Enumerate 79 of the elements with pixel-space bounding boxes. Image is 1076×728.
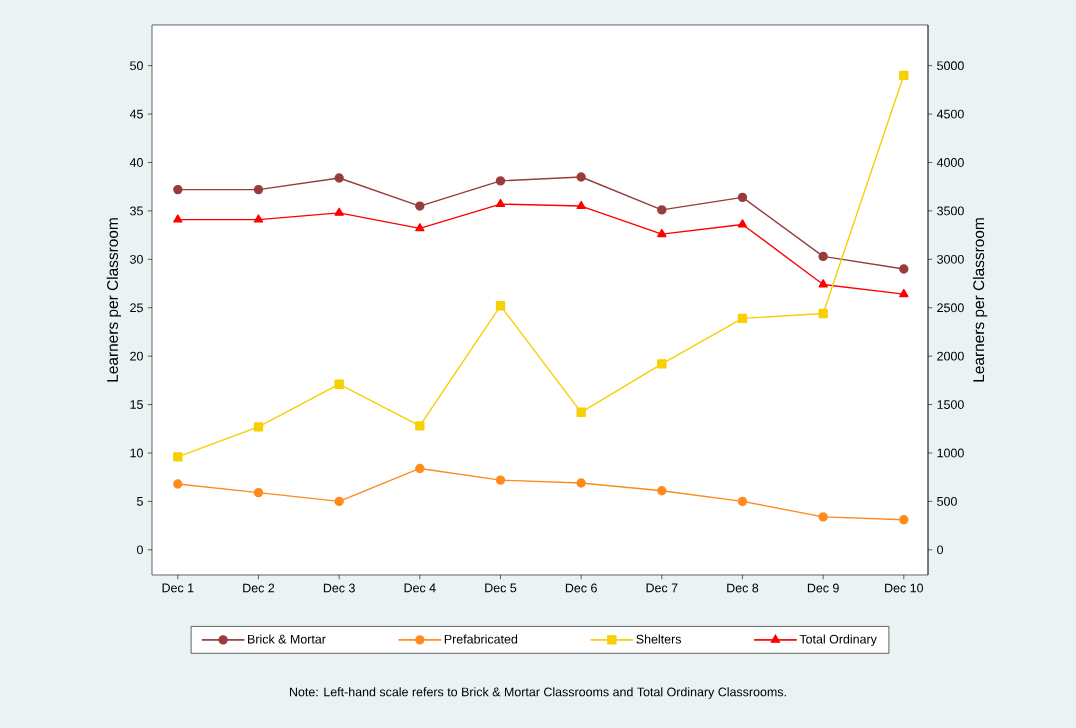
y2-tick-label: 4500 (936, 109, 964, 119)
text: Note: Left-hand scale refers to Brick & Mortar Classrooms and Total Ordinary Classrooms. (289, 687, 786, 699)
point (737, 313, 748, 324)
point (576, 200, 586, 210)
point (415, 463, 425, 474)
y2-tick-label: 500 (937, 496, 957, 506)
legend-label: Prefabricated (444, 634, 518, 644)
point (173, 184, 183, 195)
x-tick-label: Dec 5 (485, 583, 517, 593)
point (495, 301, 506, 311)
point (334, 379, 344, 389)
point (576, 172, 586, 182)
point (899, 288, 909, 298)
y2-tick-label: 0 (937, 545, 944, 555)
point (253, 422, 264, 432)
point (657, 205, 667, 215)
x-tick-label: Dec 3 (323, 583, 355, 593)
point (334, 496, 344, 507)
x-tick-label: Dec 7 (646, 583, 678, 593)
y2-axis-title: Learners per Classroom (972, 218, 988, 382)
point (737, 192, 748, 203)
legend-label: Total Ordinary (799, 634, 877, 647)
y2-tick-label: 1500 (937, 400, 964, 409)
point (657, 228, 667, 238)
x-tick-label: Dec 9 (807, 583, 839, 593)
point (576, 478, 586, 488)
y-tick-label: 0 (136, 545, 143, 555)
y2-tick-label: 1000 (937, 448, 964, 458)
point (657, 486, 667, 496)
x-tick-label: Dec 8 (727, 583, 759, 593)
point (737, 496, 748, 507)
x-tick-label: Dec 10 (885, 583, 924, 593)
y-tick-label: 15 (130, 400, 143, 409)
point (899, 264, 909, 274)
point (818, 308, 828, 319)
y-tick-label: 40 (129, 158, 143, 167)
y-tick-label: 25 (130, 303, 143, 313)
x-tick-label: Dec 4 (404, 583, 436, 593)
point (334, 207, 344, 216)
point (415, 201, 425, 211)
y2-tick-label: 3500 (937, 206, 964, 216)
y-tick-label: 10 (130, 448, 143, 458)
point (495, 198, 506, 208)
point (818, 512, 828, 522)
point (334, 173, 344, 183)
point (899, 515, 909, 525)
y-axis-title: Learners per Classroom (106, 218, 122, 382)
point (173, 214, 183, 223)
x-tick-label: Dec 2 (243, 583, 275, 593)
x-tick-label: Dec 6 (565, 583, 597, 593)
point (173, 452, 183, 462)
point (657, 359, 667, 369)
point (253, 184, 264, 195)
point (737, 219, 748, 228)
point (576, 407, 586, 417)
y2-tick-label: 2500 (937, 303, 964, 313)
legend-label: Brick & Mortar (248, 634, 326, 644)
y-tick-label: 20 (130, 351, 143, 361)
point (253, 487, 264, 498)
y-tick-label: 5 (136, 497, 143, 506)
point (173, 479, 183, 489)
y2-tick-label: 4000 (936, 158, 964, 167)
point (253, 214, 264, 223)
y-tick-label: 35 (130, 206, 143, 216)
point (495, 176, 506, 186)
y2-tick-label: 2000 (937, 351, 964, 361)
point (415, 223, 425, 232)
point (415, 421, 425, 431)
y-tick-label: 50 (130, 61, 143, 71)
x-tick-label: Dec 1 (162, 583, 194, 593)
point (495, 475, 506, 485)
legend-label: Shelters (636, 634, 682, 644)
y-tick-label: 30 (130, 254, 143, 264)
point (818, 251, 828, 262)
point (818, 279, 828, 288)
y-tick-label: 45 (129, 109, 143, 119)
y2-tick-label: 5000 (937, 61, 964, 71)
point (899, 70, 909, 81)
y2-tick-label: 3000 (937, 254, 964, 264)
